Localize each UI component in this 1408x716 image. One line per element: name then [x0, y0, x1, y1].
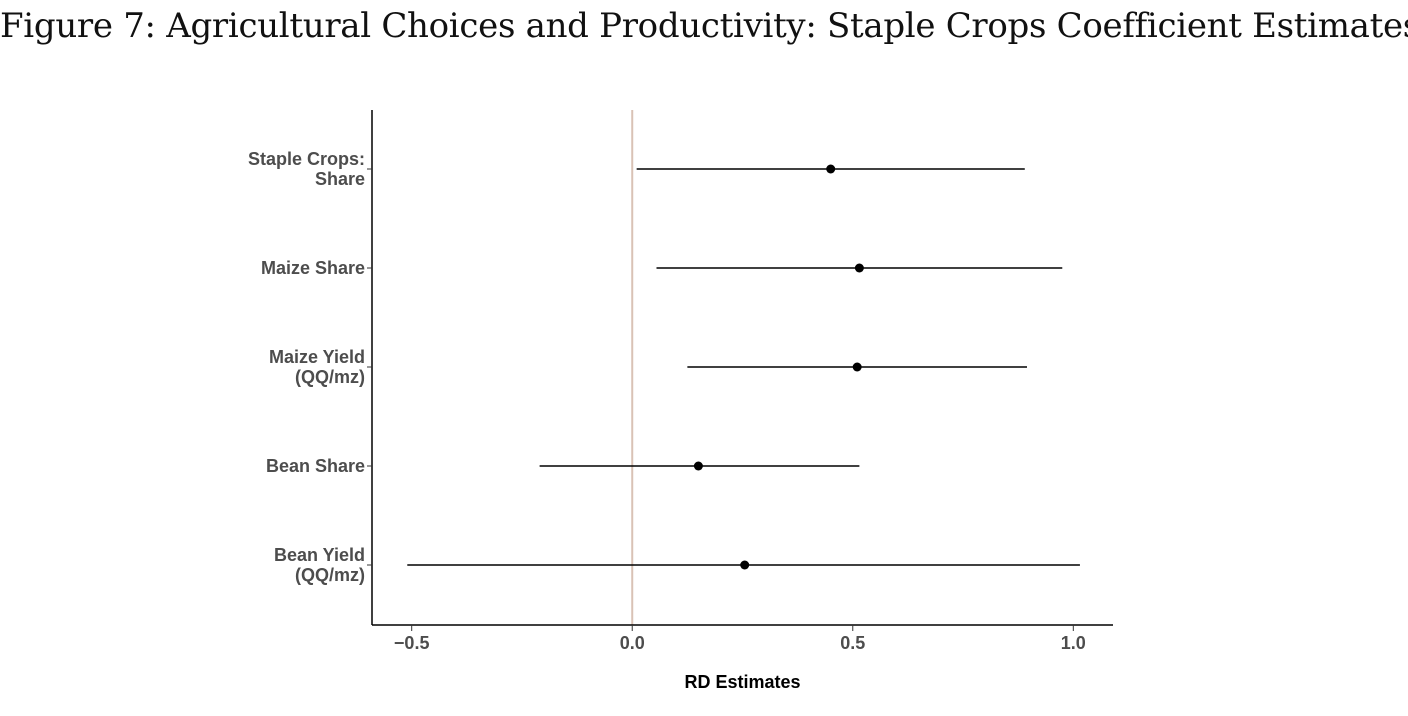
y-tick-label: Maize Yield (QQ/mz)	[269, 347, 365, 387]
x-tick-label: 1.0	[1061, 633, 1086, 653]
estimate-point	[852, 362, 862, 372]
y-tick-label: Bean Share	[266, 456, 365, 476]
estimate-points-group	[693, 164, 864, 570]
x-axis-title: RD Estimates	[684, 672, 800, 692]
y-tick-label-line: (QQ/mz)	[295, 367, 365, 387]
y-tick-label: Bean Yield (QQ/mz)	[274, 545, 365, 585]
confidence-intervals-group	[407, 168, 1080, 566]
y-tick-labels-group: Staple Crops: Share Maize Share Maize Yield…	[248, 149, 372, 585]
x-tick-label: 0.5	[840, 633, 865, 653]
estimate-point	[826, 164, 836, 174]
y-tick-label-line: Share	[315, 169, 365, 189]
y-tick-label-line: Bean Yield	[274, 545, 365, 565]
y-tick-label-line: Maize Share	[261, 258, 365, 278]
y-tick-label-line: Staple Crops:	[248, 149, 365, 169]
y-tick-label-line: Maize Yield	[269, 347, 365, 367]
figure-title: Figure 7: Agricultural Choices and Produ…	[0, 6, 1408, 46]
x-ticks-group: −0.5 0.0 0.5 1.0	[394, 625, 1086, 653]
y-tick-label: Maize Share	[261, 258, 365, 278]
x-tick-label: 0.0	[620, 633, 645, 653]
estimate-point	[740, 560, 750, 570]
x-tick-label: −0.5	[394, 633, 430, 653]
estimate-point	[854, 263, 864, 273]
y-tick-label-line: Bean Share	[266, 456, 365, 476]
y-tick-label: Staple Crops: Share	[248, 149, 365, 189]
estimate-point	[693, 461, 703, 471]
y-tick-label-line: (QQ/mz)	[295, 565, 365, 585]
